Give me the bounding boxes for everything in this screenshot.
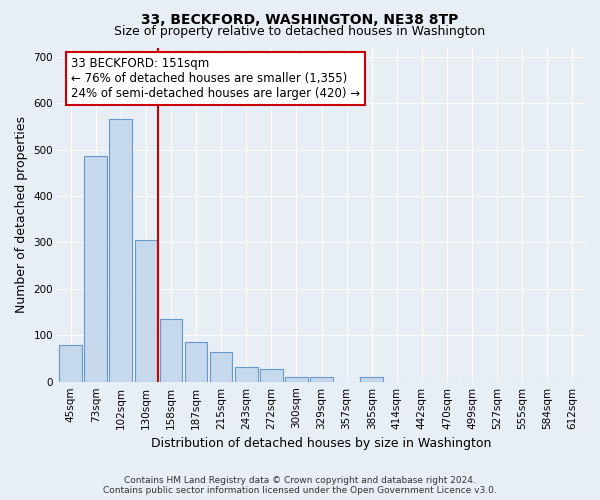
Text: Contains HM Land Registry data © Crown copyright and database right 2024.
Contai: Contains HM Land Registry data © Crown c… xyxy=(103,476,497,495)
Text: 33 BECKFORD: 151sqm
← 76% of detached houses are smaller (1,355)
24% of semi-det: 33 BECKFORD: 151sqm ← 76% of detached ho… xyxy=(71,57,360,100)
Text: 33, BECKFORD, WASHINGTON, NE38 8TP: 33, BECKFORD, WASHINGTON, NE38 8TP xyxy=(142,12,458,26)
X-axis label: Distribution of detached houses by size in Washington: Distribution of detached houses by size … xyxy=(151,437,492,450)
Bar xyxy=(235,367,257,382)
Bar xyxy=(85,156,107,382)
Y-axis label: Number of detached properties: Number of detached properties xyxy=(15,116,28,313)
Bar xyxy=(109,118,132,382)
Bar xyxy=(185,342,208,382)
Bar xyxy=(310,377,333,382)
Bar xyxy=(59,344,82,382)
Bar xyxy=(285,377,308,382)
Text: Size of property relative to detached houses in Washington: Size of property relative to detached ho… xyxy=(115,25,485,38)
Bar xyxy=(260,369,283,382)
Bar xyxy=(134,240,157,382)
Bar xyxy=(210,352,232,382)
Bar xyxy=(361,377,383,382)
Bar xyxy=(160,318,182,382)
